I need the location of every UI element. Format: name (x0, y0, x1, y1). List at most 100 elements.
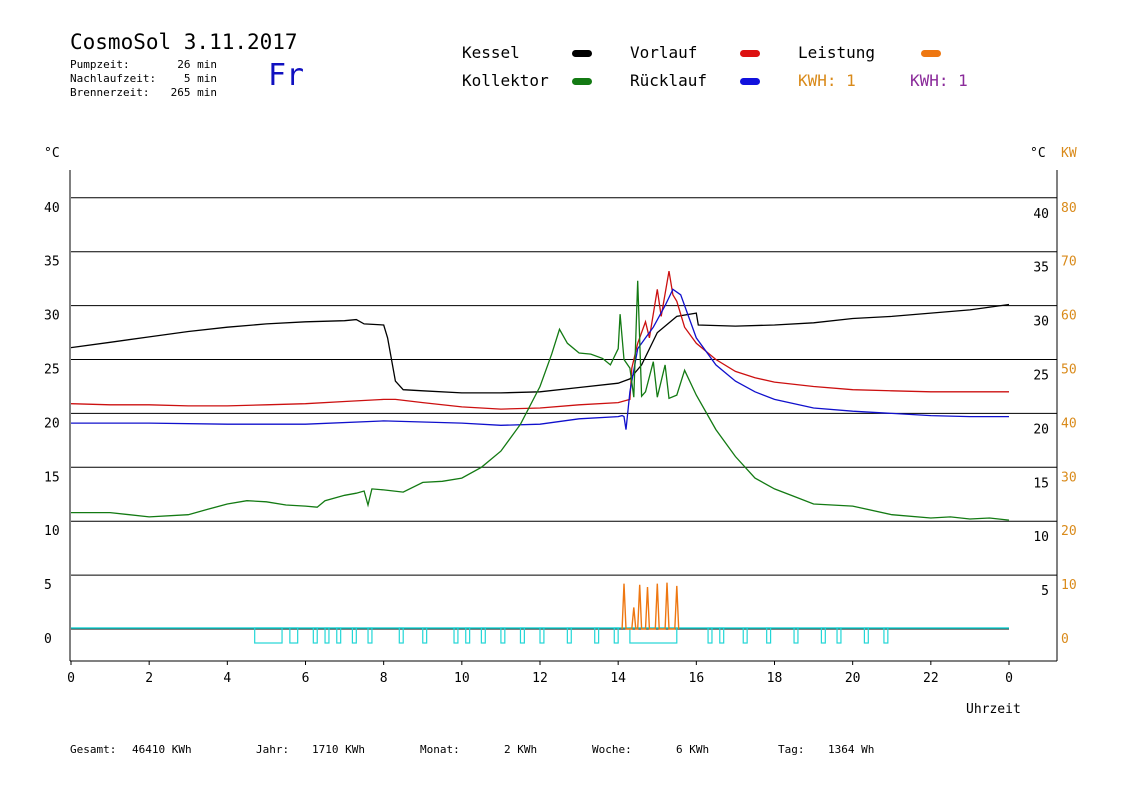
series-line-kollektor (71, 280, 1010, 521)
legend-ruecklauf-swatch (740, 78, 760, 85)
x-tick-label: 16 (689, 671, 705, 686)
y2-tick-label: 25 (1033, 369, 1049, 384)
y-tick-label: 35 (44, 255, 60, 270)
monat-label: Monat: (420, 743, 460, 756)
pump-pulse (707, 627, 713, 644)
y2-tick-label: 15 (1033, 476, 1049, 491)
x-tick-label: 8 (380, 671, 388, 686)
pump-pulse (629, 627, 678, 644)
jahr-value: 1710 KWh (312, 743, 365, 756)
pump-pulse (398, 627, 404, 644)
monat-value: 2 KWh (504, 743, 538, 756)
x-tick-label: 18 (767, 671, 783, 686)
pump-pulse (324, 627, 330, 644)
y-tick-label: 30 (44, 309, 60, 324)
y-tick-label: 40 (44, 201, 60, 216)
series-line-rcklauf (71, 288, 1009, 430)
legend-ruecklauf-label: Rücklauf (630, 71, 708, 90)
legend-kwh-orange: KWH: 1 (798, 71, 856, 90)
app-title: CosmoSol 3.11.2017 (70, 30, 298, 54)
jahr-label: Jahr: (256, 743, 290, 756)
x-tick-label: 0 (67, 671, 75, 686)
pump-pulse (351, 627, 357, 644)
y-tick-label: 0 (44, 632, 52, 647)
y2-tick-label: 5 (1041, 584, 1049, 599)
pump-pulse (863, 627, 869, 644)
pump-pulse (766, 627, 772, 644)
pump-pulse (336, 627, 342, 644)
kw-tick-label: 80 (1061, 201, 1077, 216)
y-tick-label: 5 (44, 578, 52, 593)
pump-pulse (820, 627, 826, 644)
y2-tick-label: 40 (1033, 207, 1049, 222)
pump-pulse (422, 627, 428, 644)
pump-pulse (519, 627, 525, 644)
pump-pulse (480, 627, 486, 644)
nachlaufzeit-value: 5 min (183, 72, 217, 85)
nachlaufzeit-label: Nachlaufzeit: (70, 72, 157, 85)
pump-pulse (289, 627, 299, 644)
legend-kessel-label: Kessel (462, 43, 520, 62)
y-tick-label: 15 (44, 470, 60, 485)
kw-tick-label: 10 (1061, 578, 1077, 593)
y-tick-label: 25 (44, 363, 60, 378)
x-tick-label: 14 (610, 671, 626, 686)
gesamt-value: 46410 KWh (132, 743, 192, 756)
pump-pulse (742, 627, 748, 644)
woche-value: 6 KWh (676, 743, 710, 756)
series-line-leistung (621, 582, 680, 630)
kw-tick-label: 20 (1061, 524, 1077, 539)
series-line-kessel (70, 303, 1010, 394)
y-tick-label: 20 (44, 416, 60, 431)
y2-tick-label: 10 (1033, 530, 1049, 545)
kw-tick-label: 50 (1061, 363, 1077, 378)
pump-pulse (719, 627, 725, 644)
kw-tick-label: 30 (1061, 470, 1077, 485)
pumpzeit-value: 26 min (177, 58, 217, 71)
kw-tick-label: 0 (1061, 632, 1069, 647)
series-line-vorlauf (70, 270, 1009, 410)
y2-tick-label: 30 (1033, 315, 1049, 330)
x-tick-label: 10 (454, 671, 470, 686)
legend-leistung-swatch (921, 50, 941, 57)
y-tick-label: 10 (44, 524, 60, 539)
x-tick-label: 6 (302, 671, 310, 686)
pump-pulse (836, 627, 842, 644)
woche-label: Woche: (592, 743, 632, 756)
x-tick-label: 0 (1005, 671, 1013, 686)
pump-pulse (793, 627, 799, 644)
legend-vorlauf-label: Vorlauf (630, 43, 698, 62)
kw-tick-label: 40 (1061, 416, 1077, 431)
pump-pulse (539, 627, 545, 644)
tag-value: 1364 Wh (828, 743, 875, 756)
legend-vorlauf-swatch (740, 50, 760, 57)
weekday-label: Fr (268, 58, 305, 93)
legend-kwh-purple: KWH: 1 (910, 71, 968, 90)
left-unit: °C (44, 146, 60, 161)
pump-pulse (367, 627, 373, 644)
pump-pulse (613, 627, 619, 644)
x-tick-label: 22 (923, 671, 939, 686)
x-tick-label: 4 (223, 671, 231, 686)
pump-pulse (312, 627, 318, 644)
y2-tick-label: 20 (1033, 422, 1049, 437)
y2-tick-label: 35 (1033, 261, 1049, 276)
pump-pulse (883, 627, 889, 644)
x-tick-label: 20 (845, 671, 861, 686)
pump-pulse (453, 627, 459, 644)
legend-leistung-label: Leistung (798, 43, 876, 62)
x-tick-label: 2 (145, 671, 153, 686)
brennerzeit-label: Brennerzeit: (70, 86, 150, 99)
legend-kollektor-label: Kollektor (462, 71, 549, 90)
pump-pulse (465, 627, 471, 644)
right-unit-kw: KW (1061, 146, 1077, 161)
legend-kollektor-swatch (572, 78, 592, 85)
brennerzeit-value: 265 min (170, 86, 217, 99)
pump-pulse (500, 627, 506, 644)
right-unit-c: °C (1030, 146, 1046, 161)
x-axis-label: Uhrzeit (966, 702, 1021, 717)
pump-pulse (594, 627, 600, 644)
tag-label: Tag: (778, 743, 805, 756)
kw-tick-label: 60 (1061, 309, 1077, 324)
gesamt-label: Gesamt: (70, 743, 117, 756)
